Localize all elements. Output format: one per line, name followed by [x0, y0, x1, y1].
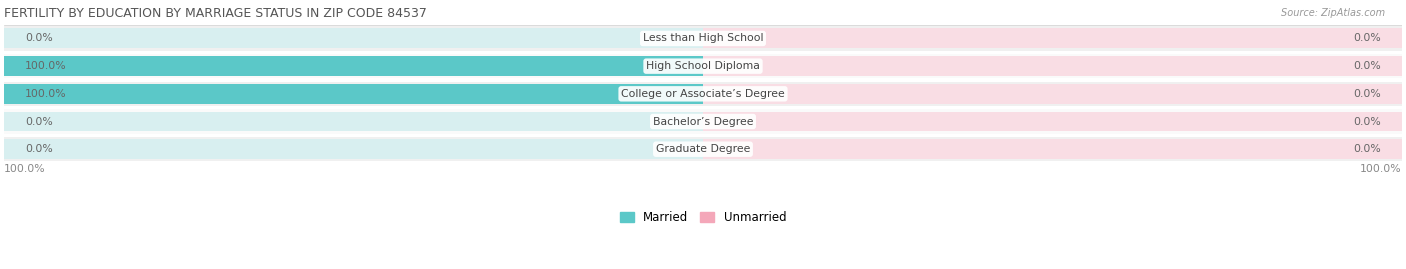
Text: Bachelor’s Degree: Bachelor’s Degree	[652, 116, 754, 126]
Bar	[703, 112, 1402, 132]
Text: 100.0%: 100.0%	[25, 61, 66, 71]
Text: High School Diploma: High School Diploma	[647, 61, 759, 71]
Bar	[4, 56, 703, 76]
Bar	[4, 84, 703, 104]
Bar	[4, 137, 1402, 161]
Legend: Married, Unmarried: Married, Unmarried	[614, 207, 792, 229]
Text: Graduate Degree: Graduate Degree	[655, 144, 751, 154]
Bar	[703, 56, 1402, 76]
Text: 0.0%: 0.0%	[25, 144, 53, 154]
Bar	[703, 84, 1402, 104]
Text: 100.0%: 100.0%	[4, 164, 46, 174]
Bar	[4, 112, 703, 132]
Text: Source: ZipAtlas.com: Source: ZipAtlas.com	[1281, 8, 1385, 18]
Text: 100.0%: 100.0%	[25, 89, 66, 99]
Bar	[4, 139, 703, 159]
Text: College or Associate’s Degree: College or Associate’s Degree	[621, 89, 785, 99]
Text: 100.0%: 100.0%	[1360, 164, 1402, 174]
Text: 0.0%: 0.0%	[1353, 89, 1381, 99]
Bar	[4, 109, 1402, 134]
Bar	[4, 84, 703, 104]
Text: 0.0%: 0.0%	[1353, 116, 1381, 126]
Text: 0.0%: 0.0%	[25, 33, 53, 44]
Bar	[4, 54, 1402, 78]
Bar	[4, 26, 1402, 51]
Bar	[4, 29, 703, 48]
Text: 0.0%: 0.0%	[1353, 33, 1381, 44]
Text: 0.0%: 0.0%	[25, 116, 53, 126]
Text: 0.0%: 0.0%	[1353, 61, 1381, 71]
Bar	[4, 56, 703, 76]
Text: FERTILITY BY EDUCATION BY MARRIAGE STATUS IN ZIP CODE 84537: FERTILITY BY EDUCATION BY MARRIAGE STATU…	[4, 7, 427, 20]
Bar	[703, 139, 1402, 159]
Text: 0.0%: 0.0%	[1353, 144, 1381, 154]
Text: Less than High School: Less than High School	[643, 33, 763, 44]
Bar	[703, 29, 1402, 48]
Bar	[4, 82, 1402, 106]
